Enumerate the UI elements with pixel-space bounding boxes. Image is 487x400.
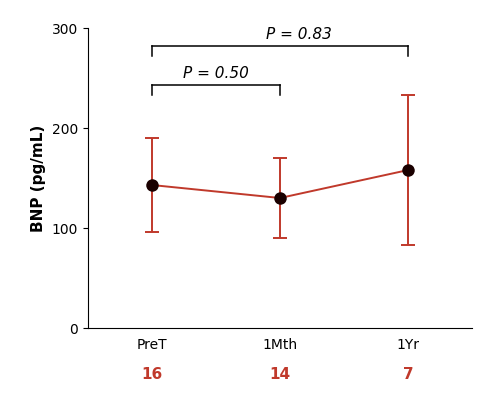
Y-axis label: BNP (pg/mL): BNP (pg/mL) (31, 124, 46, 232)
Text: 16: 16 (141, 367, 162, 382)
Text: P = 0.83: P = 0.83 (266, 27, 332, 42)
Text: 7: 7 (403, 367, 413, 382)
Text: P = 0.50: P = 0.50 (183, 66, 249, 81)
Text: 14: 14 (269, 367, 291, 382)
